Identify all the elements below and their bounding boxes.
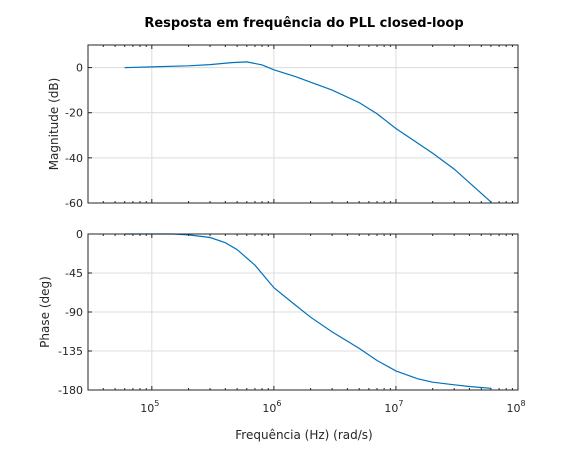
magnitude-y-axis-label: Magnitude (dB) <box>47 78 61 171</box>
phase-x-tick-label: 105 <box>140 399 159 415</box>
phase-y-tick-labels: 0 -45 -90 -135 -180 <box>58 228 83 397</box>
magnitude-ticks <box>87 45 519 204</box>
x-axis-label: Frequência (Hz) (rad/s) <box>235 428 372 442</box>
magnitude-y-tick-labels: 0 -20 -40 -60 <box>65 62 83 210</box>
magnitude-grid <box>88 45 518 203</box>
magnitude-plot: 0 -20 -40 -60 Magnitude (dB) <box>47 44 519 210</box>
magnitude-series-line <box>124 61 492 203</box>
phase-x-tick-label: 108 <box>506 399 525 415</box>
magnitude-y-tick-label: 0 <box>76 62 83 75</box>
phase-y-tick-label: -135 <box>58 345 83 358</box>
magnitude-y-tick-label: -60 <box>65 197 83 210</box>
phase-series-line <box>124 233 491 389</box>
phase-x-tick-label: 106 <box>262 399 281 415</box>
chart-title: Resposta em frequência do PLL closed-loo… <box>144 16 463 31</box>
phase-y-tick-label: -45 <box>65 267 83 280</box>
phase-grid <box>88 234 518 390</box>
magnitude-y-tick-label: -40 <box>65 152 83 165</box>
phase-series <box>124 233 491 389</box>
phase-x-tick-label: 107 <box>384 399 403 415</box>
phase-y-tick-label: 0 <box>76 228 83 241</box>
phase-y-tick-label: -180 <box>58 384 83 397</box>
phase-y-tick-label: -90 <box>65 306 83 319</box>
phase-plot: 0 -45 -90 -135 -180 105 106 107 108 Phase (deg)… <box>38 228 526 442</box>
magnitude-frame <box>87 44 519 204</box>
magnitude-series <box>124 61 492 203</box>
phase-ticks <box>87 233 519 391</box>
magnitude-y-tick-label: -20 <box>65 107 83 120</box>
phase-x-tick-labels: 105 106 107 108 <box>140 399 525 415</box>
phase-y-axis-label: Phase (deg) <box>38 276 52 348</box>
